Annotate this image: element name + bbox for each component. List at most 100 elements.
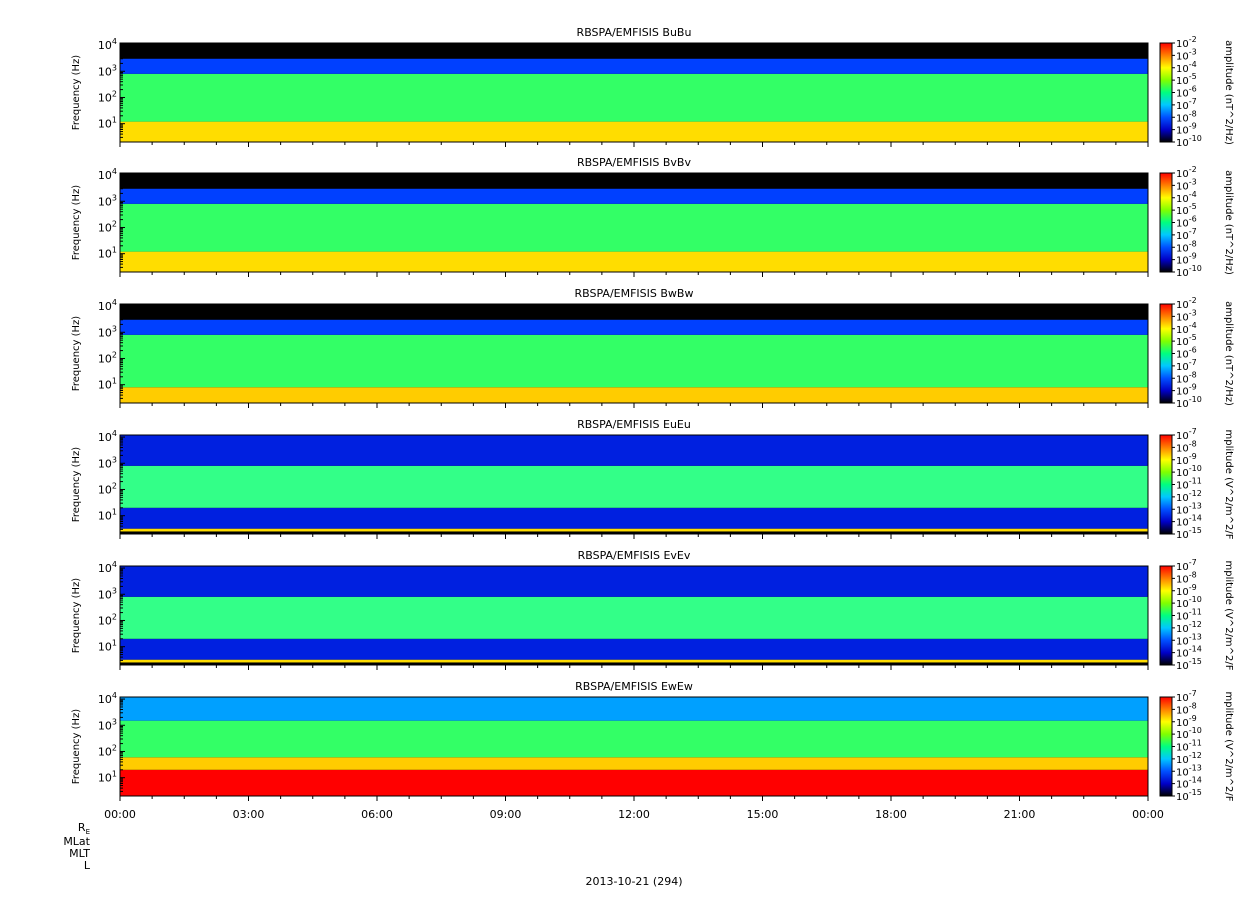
y-axis-label: Frequency (Hz) (71, 709, 82, 785)
colorbar-tick-label: 10-10 (1176, 595, 1202, 610)
panel-title: RBSPA/EMFISIS BvBv (577, 156, 691, 169)
colorbar-tick-label: 10-13 (1176, 763, 1202, 778)
colorbar-tick-label: 10-15 (1176, 657, 1202, 672)
colorbar-tick-label: 10-10 (1176, 264, 1202, 279)
colorbar-tick-label: 10-14 (1176, 645, 1202, 660)
colorbar-label: mplitude (V^2/m^2/F (1223, 691, 1234, 801)
ephemeris-mlt-label: MLT (69, 847, 90, 860)
colorbar-tick-label: 10-12 (1176, 489, 1202, 504)
colorbar-tick-label: 10-15 (1176, 788, 1202, 803)
colorbar-tick-label: 10-9 (1176, 122, 1197, 137)
colorbar-tick-label: 10-2 (1176, 296, 1197, 311)
y-tick-label: 103 (98, 586, 117, 601)
panel-6: RBSPA/EMFISIS EwEw 101 102 103 104 Frequency … (71, 680, 1234, 803)
y-tick-label: 101 (98, 508, 117, 523)
x-tick-label: 21:00 (1004, 808, 1036, 821)
colorbar-tick-label: 10-11 (1176, 608, 1202, 623)
x-tick-label: 00:00 (1132, 808, 1164, 821)
spectral-band-line-low (120, 659, 1148, 663)
spectral-band-mid-band (120, 73, 1148, 122)
spectral-band-yellow-band (120, 757, 1148, 770)
colorbar-tick-label: 10-6 (1176, 215, 1197, 230)
spectral-band-mid-band (120, 596, 1148, 639)
colorbar-tick-label: 10-3 (1176, 177, 1197, 192)
y-tick-label: 104 (98, 167, 117, 182)
y-tick-label: 102 (98, 89, 117, 104)
panel-2: RBSPA/EMFISIS BvBv 101 102 103 104 Frequency … (71, 156, 1234, 279)
colorbar-tick-label: 10-9 (1176, 583, 1197, 598)
y-axis-label: Frequency (Hz) (71, 447, 82, 523)
colorbar-tick-label: 10-7 (1176, 97, 1197, 112)
colorbar-tick-label: 10-8 (1176, 370, 1197, 385)
colorbar (1159, 565, 1173, 666)
panel-title: RBSPA/EMFISIS EvEv (578, 549, 691, 562)
colorbar-tick-label: 10-5 (1176, 72, 1197, 87)
ephemeris-l-label: L (84, 859, 91, 872)
panel-title: RBSPA/EMFISIS EwEw (575, 680, 693, 693)
colorbar-tick-label: 10-4 (1176, 321, 1197, 336)
spectral-band-green-band (120, 720, 1148, 758)
y-tick-label: 102 (98, 481, 117, 496)
spectral-band-mid-band (120, 203, 1148, 252)
colorbar-label: amplitude (nT^2/Hz) (1223, 40, 1234, 145)
x-tick-label: 06:00 (361, 808, 393, 821)
colorbar-tick-label: 10-8 (1176, 239, 1197, 254)
y-tick-label: 101 (98, 639, 117, 654)
colorbar-tick-label: 10-6 (1176, 346, 1197, 361)
colorbar-tick-label: 10-8 (1176, 570, 1197, 585)
y-tick-label: 103 (98, 324, 117, 339)
colorbar-tick-label: 10-2 (1176, 165, 1197, 180)
spectral-band-low-band (120, 507, 1148, 529)
colorbar-label: mplitude (V^2/m^2/F (1223, 429, 1234, 539)
colorbar-label: amplitude (nT^2/Hz) (1223, 301, 1234, 406)
colorbar-tick-label: 10-10 (1176, 464, 1202, 479)
colorbar-tick-label: 10-2 (1176, 35, 1197, 50)
panel-title: RBSPA/EMFISIS BuBu (577, 26, 692, 39)
spectral-band-upper-band (120, 697, 1148, 721)
spectral-band-upper-band (120, 566, 1148, 597)
panel-1: RBSPA/EMFISIS BuBu 101 102 103 104 Frequency … (71, 26, 1234, 149)
colorbar-tick-label: 10-12 (1176, 751, 1202, 766)
y-tick-label: 101 (98, 377, 117, 392)
colorbar (1159, 303, 1173, 404)
spectral-band-dense-low (120, 251, 1148, 272)
y-tick-label: 103 (98, 717, 117, 732)
colorbar-tick-label: 10-5 (1176, 333, 1197, 348)
colorbar-tick-label: 10-8 (1176, 701, 1197, 716)
colorbar-tick-label: 10-7 (1176, 558, 1197, 573)
spectral-band-upper-band (120, 319, 1148, 335)
y-tick-label: 103 (98, 193, 117, 208)
colorbar-tick-label: 10-7 (1176, 358, 1197, 373)
colorbar-tick-label: 10-9 (1176, 252, 1197, 267)
colorbar-tick-label: 10-4 (1176, 60, 1197, 75)
colorbar-tick-label: 10-14 (1176, 514, 1202, 529)
panel-3: RBSPA/EMFISIS BwBw 101 102 103 104 Frequency … (71, 287, 1234, 410)
y-tick-label: 101 (98, 770, 117, 785)
colorbar-tick-label: 10-15 (1176, 526, 1202, 541)
colorbar-tick-label: 10-8 (1176, 109, 1197, 124)
y-tick-label: 104 (98, 560, 117, 575)
time-axis: 00:00 03:00 06:00 09:00 12:00 15:00 18:00 21:00… (104, 808, 1164, 821)
spectral-band-line-low (120, 528, 1148, 532)
colorbar-label: amplitude (nT^2/Hz) (1223, 170, 1234, 275)
colorbar (1159, 42, 1173, 143)
x-tick-label: 00:00 (104, 808, 136, 821)
spectral-band-dense-low (120, 387, 1148, 403)
colorbar-tick-label: 10-7 (1176, 689, 1197, 704)
colorbar-tick-label: 10-9 (1176, 714, 1197, 729)
y-axis-label: Frequency (Hz) (71, 316, 82, 392)
spectral-band-red-low (120, 769, 1148, 796)
colorbar-tick-label: 10-3 (1176, 47, 1197, 62)
spectral-band-dense-low (120, 121, 1148, 142)
colorbar-tick-label: 10-5 (1176, 202, 1197, 217)
colorbar-tick-label: 10-4 (1176, 190, 1197, 205)
y-axis-label: Frequency (Hz) (71, 55, 82, 131)
colorbar-tick-label: 10-12 (1176, 620, 1202, 635)
colorbar-tick-label: 10-10 (1176, 395, 1202, 410)
spectral-band-upper-band (120, 188, 1148, 204)
colorbar-tick-label: 10-7 (1176, 227, 1197, 242)
colorbar-tick-label: 10-10 (1176, 726, 1202, 741)
panel-4: RBSPA/EMFISIS EuEu 101 102 103 104 Frequency … (71, 418, 1234, 541)
spectral-band-mid-band (120, 465, 1148, 508)
